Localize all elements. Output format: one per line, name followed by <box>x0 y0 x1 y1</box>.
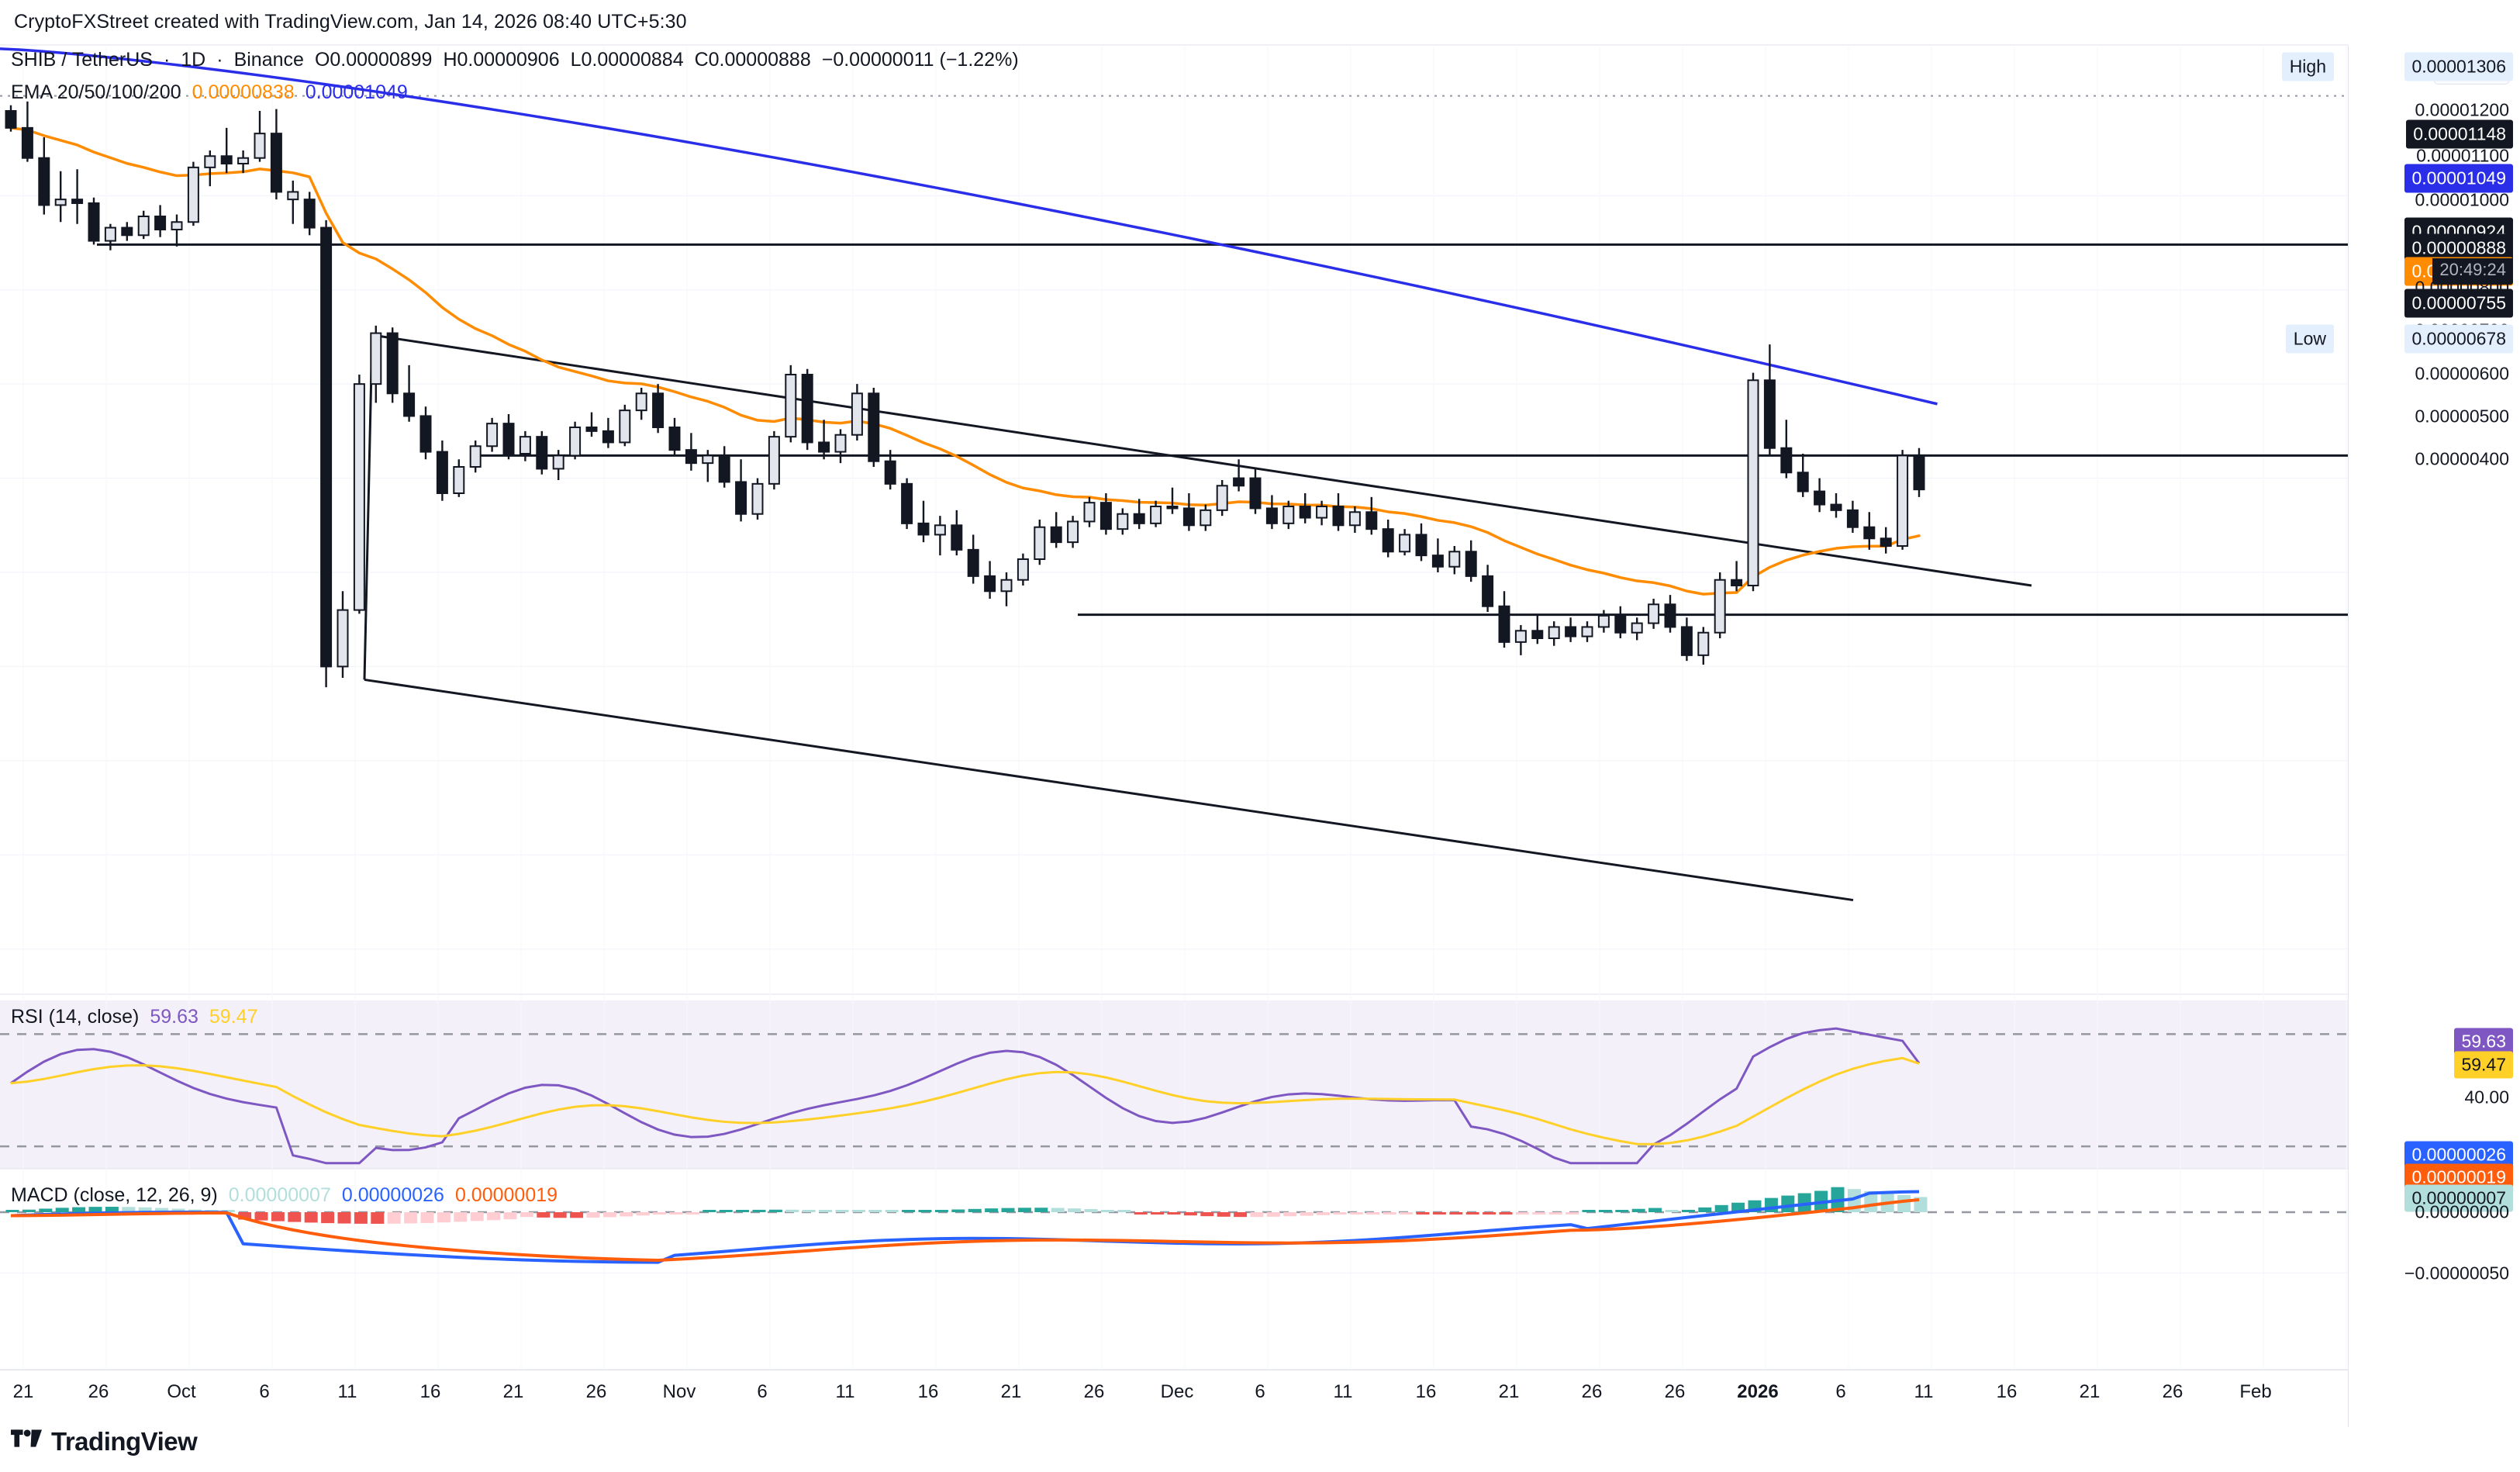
time-tick-23: 11 <box>1914 1381 1934 1402</box>
symbol-legend[interactable]: SHIB / TetherUS · 1D · Binance O0.00000899 H0.… <box>11 49 1019 71</box>
symbol-sep2: · <box>216 49 223 71</box>
countdown-timer: 20:49:24 <box>2432 258 2513 285</box>
price-tick-000001049: 0.00001049 <box>2404 164 2513 193</box>
macd-histogram-value: 0.00000007 <box>228 1184 331 1206</box>
low-marker-label: Low <box>2285 324 2334 354</box>
rsi-tick-4000: 40.00 <box>2464 1087 2509 1107</box>
time-tick-25: 21 <box>2079 1381 2101 1402</box>
ohlc-change: −0.00000011 (−1.22%) <box>821 49 1019 71</box>
macd-legend[interactable]: MACD (close, 12, 26, 9) 0.00000007 0.00000… <box>11 1184 558 1207</box>
time-tick-3: 6 <box>259 1381 270 1402</box>
time-tick-11: 16 <box>917 1381 939 1402</box>
time-tick-8: Nov <box>662 1381 696 1402</box>
rsi-legend-title: RSI (14, close) <box>11 1006 140 1028</box>
tradingview-logo-icon <box>11 1429 42 1447</box>
time-tick-10: 11 <box>835 1381 855 1402</box>
time-tick-22: 6 <box>1835 1381 1846 1402</box>
exchange-label: Binance <box>233 49 304 71</box>
time-tick-9: 6 <box>757 1381 768 1402</box>
time-tick-20: 26 <box>1664 1381 1686 1402</box>
time-tick-0: 21 <box>12 1381 34 1402</box>
ohlc-high: H0.00000906 <box>443 49 560 71</box>
attribution-text: CryptoFXStreet created with TradingView.… <box>14 11 687 33</box>
interval-label[interactable]: 1D <box>181 49 206 71</box>
price-tick-000001306: 0.00001306 <box>2404 52 2513 81</box>
macd-tick-000000007: 0.00000007 <box>2404 1184 2513 1212</box>
time-tick-13: 26 <box>1083 1381 1105 1402</box>
rsi-value: 59.63 <box>150 1006 198 1028</box>
time-tick-24: 16 <box>1996 1381 2018 1402</box>
time-tick-18: 21 <box>1498 1381 1520 1402</box>
ohlc-open: O0.00000899 <box>314 49 433 71</box>
ema-legend[interactable]: EMA 20/50/100/200 0.00000838 0.00001049 <box>11 81 408 104</box>
time-tick-21: 2026 <box>1737 1381 1779 1402</box>
time-tick-17: 16 <box>1415 1381 1437 1402</box>
price-tick-000001100: 0.00001100 <box>2416 145 2509 166</box>
time-tick-15: 6 <box>1255 1381 1265 1402</box>
rsi-tick-5963: 59.63 <box>2454 1028 2513 1056</box>
time-tick-7: 26 <box>585 1381 607 1402</box>
price-tick-000000600: 0.00000600 <box>2415 363 2509 384</box>
ema-legend-title: EMA 20/50/100/200 <box>11 81 181 103</box>
high-marker-label: High <box>2281 52 2334 81</box>
symbol-name[interactable]: SHIB / TetherUS <box>11 49 153 71</box>
tradingview-wordmark: TradingView <box>51 1427 198 1456</box>
rsi-tick-5947: 59.47 <box>2454 1051 2513 1079</box>
price-tick-000000678: 0.00000678 <box>2404 324 2513 354</box>
price-tick-000001000: 0.00001000 <box>2415 189 2509 210</box>
macd-legend-title: MACD (close, 12, 26, 9) <box>11 1184 218 1206</box>
ohlc-close: C0.00000888 <box>694 49 811 71</box>
time-tick-12: 21 <box>1000 1381 1022 1402</box>
rsi-ma-value: 59.47 <box>209 1006 258 1028</box>
time-tick-14: Dec <box>1160 1381 1194 1402</box>
time-tick-6: 21 <box>502 1381 524 1402</box>
time-tick-2: Oct <box>167 1381 196 1402</box>
rsi-legend[interactable]: RSI (14, close) 59.63 59.47 <box>11 1006 257 1028</box>
time-axis[interactable]: 21 26 Oct 6 11 16 21 26 Nov 6 11 16 21 26 Dec 6 11 16 21 26… <box>0 1370 2348 1416</box>
ema-slow-value: 0.00001049 <box>305 81 408 103</box>
time-tick-16: 11 <box>1333 1381 1353 1402</box>
price-axis[interactable]: USDT 0.000013060.000012000.000011480.000… <box>2348 45 2520 1427</box>
price-tick-000000500: 0.00000500 <box>2415 406 2509 427</box>
price-tick-000000755: 0.00000755 <box>2404 289 2513 318</box>
macd-line-value: 0.00000026 <box>341 1184 444 1206</box>
macd-signal-value: 0.00000019 <box>454 1184 558 1206</box>
symbol-sep1: · <box>163 49 171 71</box>
time-tick-1: 26 <box>88 1381 109 1402</box>
time-tick-4: 11 <box>337 1381 357 1402</box>
ohlc-low: L0.00000884 <box>570 49 684 71</box>
time-tick-27: Feb <box>2239 1381 2272 1402</box>
time-tick-19: 26 <box>1581 1381 1603 1402</box>
time-tick-5: 16 <box>419 1381 441 1402</box>
price-tick-000001200: 0.00001200 <box>2415 99 2509 120</box>
macd-tick-000000050: −0.00000050 <box>2404 1263 2509 1284</box>
price-tick-000000400: 0.00000400 <box>2415 448 2509 469</box>
time-tick-26: 26 <box>2162 1381 2183 1402</box>
price-tick-000001148: 0.00001148 <box>2406 119 2513 149</box>
tradingview-footer: TradingView <box>11 1427 198 1456</box>
macd-tick-000000000: 0.00000000 <box>2415 1201 2509 1222</box>
ema-fast-value: 0.00000838 <box>192 81 295 103</box>
